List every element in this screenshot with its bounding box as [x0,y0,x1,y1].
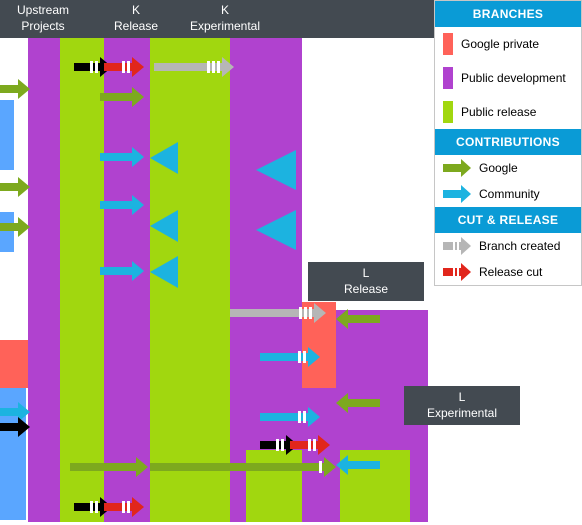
legend-arrow-icon [443,161,471,175]
legend-label: Public release [461,105,536,119]
legend-arrow-icon [443,187,471,201]
arrow-8 [100,90,144,104]
legend-label: Google [479,161,518,175]
community-merge-2 [150,256,178,288]
legend-label: Branch created [479,239,560,253]
arrow-11 [100,264,144,278]
branch-0 [0,100,14,170]
legend-label: Public development [461,71,566,85]
arrow-16 [230,306,326,320]
community-merge-4 [256,210,296,250]
legend-panel: BRANCHES Google private Public development… [434,0,582,286]
legend-row-0-1: Public development [435,61,581,95]
arrow-4 [0,420,30,434]
branch-label-1: L Experimental [404,386,520,425]
legend-label: Community [479,187,540,201]
branch-4 [28,38,60,522]
legend-title-1: CONTRIBUTIONS [435,129,581,155]
arrow-2 [0,220,30,234]
arrow-21 [336,458,380,472]
legend-swatch [443,33,453,55]
arrow-20 [336,396,380,410]
legend-row-1-1: Community [435,181,581,207]
legend-row-0-2: Public release [435,95,581,129]
arrow-12 [70,460,148,474]
community-merge-1 [150,210,178,242]
legend-title-2: CUT & RELEASE [435,207,581,233]
arrow-6 [104,60,144,74]
diagram-stage: Upstream Projects K Release K Experimental… [0,0,582,525]
legend-swatch [443,101,453,123]
arrow-1 [0,180,30,194]
arrow-13 [150,460,336,474]
community-merge-0 [150,142,178,174]
legend-arrow-icon [443,265,471,279]
branch-label-0: L Release [308,262,424,301]
header-col-1: K Release [104,3,168,34]
legend-row-0-0: Google private [435,27,581,61]
legend-row-1-0: Google [435,155,581,181]
arrow-23 [290,438,330,452]
arrow-17 [260,350,320,364]
arrow-18 [260,410,320,424]
arrow-15 [104,500,144,514]
legend-label: Release cut [479,265,542,279]
legend-swatch [443,67,453,89]
arrow-0 [0,82,30,96]
header-col-0: Upstream Projects [4,3,82,34]
legend-label: Google private [461,37,539,51]
arrow-9 [100,150,144,164]
header-col-2: K Experimental [180,3,270,34]
arrow-19 [336,312,380,326]
arrow-10 [100,198,144,212]
branch-5 [60,38,104,522]
legend-row-2-0: Branch created [435,233,581,259]
legend-arrow-icon [443,239,471,253]
community-merge-3 [256,150,296,190]
arrow-7 [154,60,234,74]
legend-row-2-1: Release cut [435,259,581,285]
legend-title-0: BRANCHES [435,1,581,27]
